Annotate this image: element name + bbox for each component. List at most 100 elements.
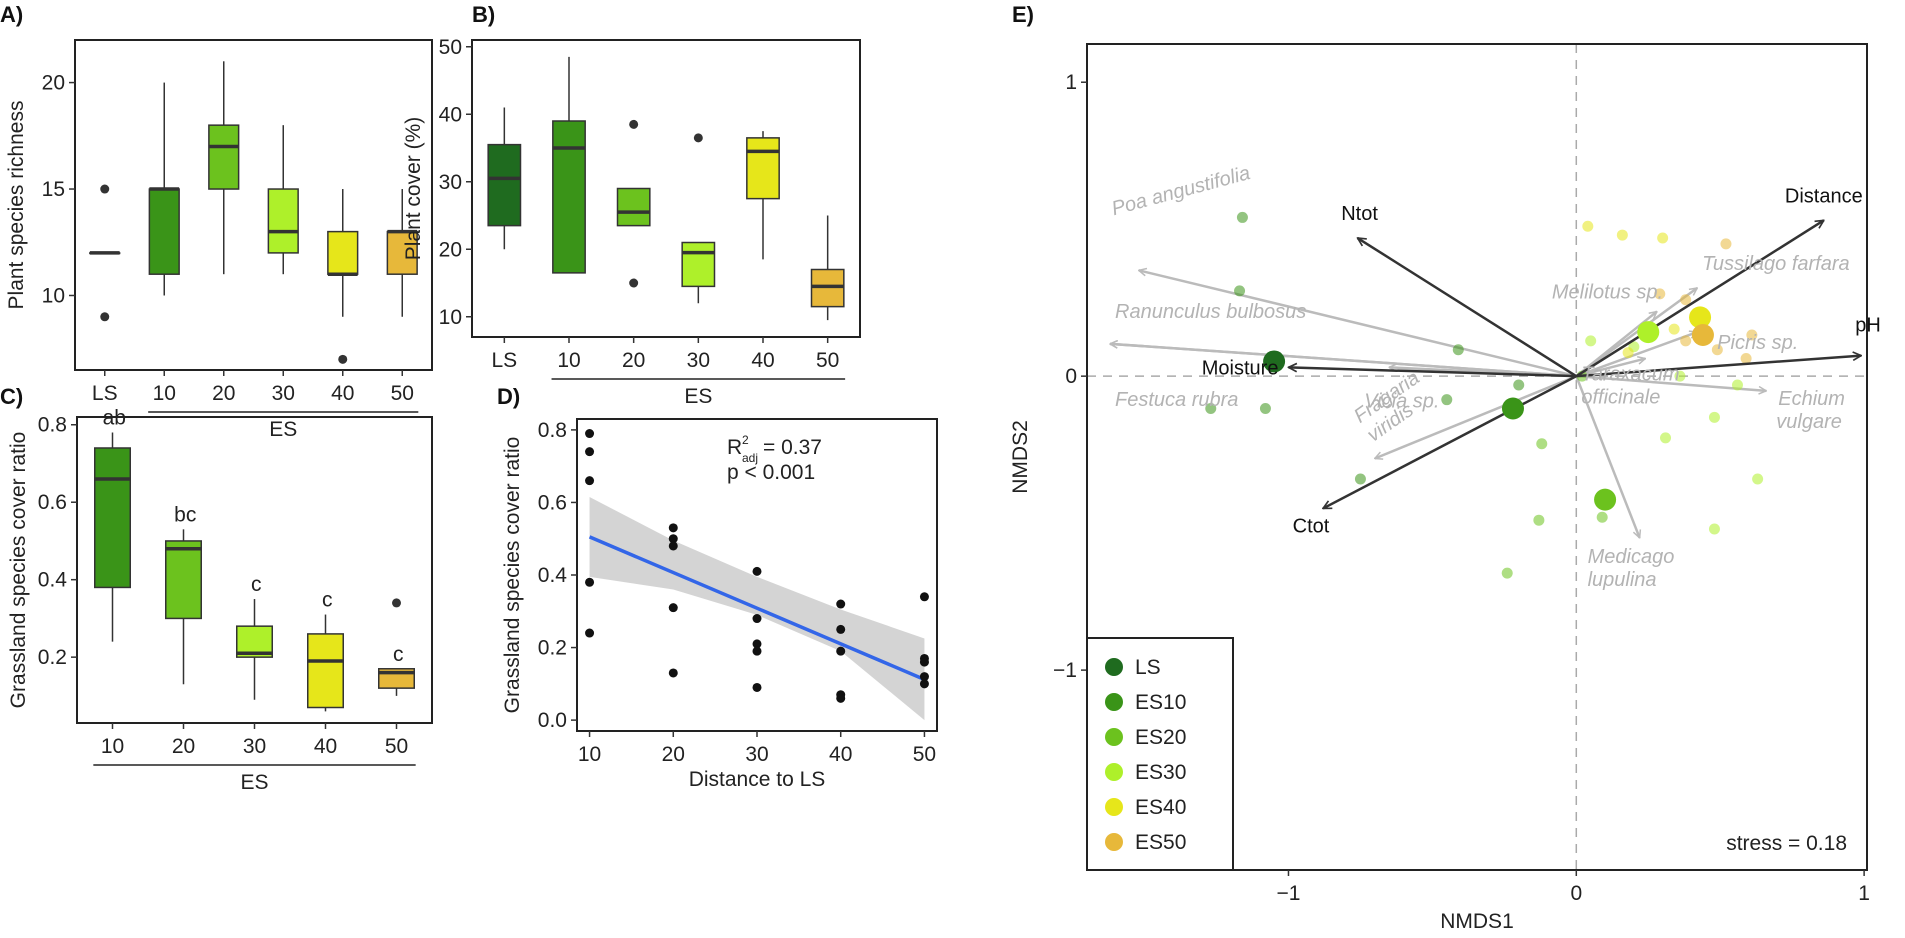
species-vector (1575, 332, 1697, 378)
site-point (1622, 347, 1634, 359)
panel-label: C) (0, 384, 23, 409)
outlier-point (629, 119, 639, 129)
box-50 (386, 230, 418, 275)
data-point (752, 639, 762, 649)
x-tick-label: 50 (385, 735, 408, 758)
data-point (585, 476, 595, 486)
species-label: Taraxacum officinale (1581, 364, 1679, 409)
x-tick-label: 40 (829, 743, 852, 766)
data-point (668, 523, 678, 533)
data-point (752, 646, 762, 656)
x-tick-label: 30 (272, 382, 295, 405)
x-tick-label: 30 (745, 743, 768, 766)
site-point (1616, 229, 1628, 241)
species-vector (1110, 344, 1577, 378)
outlier-point (100, 312, 110, 322)
site-point (1582, 220, 1594, 232)
env-vector-label: Moisture (1202, 357, 1279, 379)
legend-swatch-ES40 (1105, 798, 1123, 816)
centroid-ES20 (1594, 488, 1617, 511)
env-vector (1288, 367, 1577, 378)
x-tick-label: 20 (212, 382, 235, 405)
panel-d: D) 0.0 0.2 0.4 0.6 0.8 10 20 30 40 50 Distance to L… (497, 384, 938, 791)
box-20 (616, 187, 651, 227)
x-tick-label: 20 (662, 743, 685, 766)
panel-b: B) 10 20 30 40 50 Plant cover (%) LS 10 20 30 40 50 E… (402, 2, 861, 408)
x-tick-label: LS (92, 382, 118, 405)
y-tick-label: 20 (439, 238, 462, 261)
x-tick-label: 40 (751, 349, 774, 372)
y-tick-label: 0.4 (38, 569, 68, 592)
stats-r2-prefix: R (727, 436, 742, 459)
legend-swatch-ES50 (1105, 833, 1123, 851)
data-point (668, 603, 678, 613)
y-tick-label: 0.2 (538, 637, 567, 660)
site-point (1731, 379, 1743, 391)
species-vector (1575, 375, 1639, 538)
x-tick-label: 50 (391, 382, 414, 405)
data-point (836, 693, 846, 703)
data-point (919, 672, 929, 682)
centroid-ES10 (1501, 397, 1524, 420)
site-point (1501, 567, 1513, 579)
data-point (919, 657, 929, 667)
x-tick-label: 20 (172, 735, 195, 758)
site-point (1236, 211, 1248, 223)
env-vector (1576, 356, 1861, 378)
outlier-point (629, 278, 639, 288)
legend-box (1086, 637, 1234, 871)
data-point (919, 679, 929, 689)
x-tick-label: 50 (816, 349, 839, 372)
box-40 (327, 230, 359, 275)
legend-label: ES30 (1135, 761, 1186, 784)
species-label: Tussilago farfara (1702, 253, 1849, 275)
env-vector-label: Distance (1785, 185, 1863, 207)
species-label-line: Echium (1778, 388, 1845, 410)
group-label: ES (684, 385, 712, 408)
legend-swatch-ES10 (1105, 693, 1123, 711)
y-axis-label: Grassland species cover ratio (501, 437, 524, 714)
data-point (668, 668, 678, 678)
x-axis-label: NMDS1 (1440, 910, 1514, 933)
data-point (668, 541, 678, 551)
env-vector (1575, 219, 1824, 378)
legend-label: ES40 (1135, 796, 1186, 819)
data-point (585, 447, 595, 457)
species-label-line: Medicago (1588, 546, 1675, 568)
y-axis-label: Plant species richness (5, 101, 28, 310)
data-point (752, 566, 762, 576)
y-axis-label: Plant cover (%) (402, 117, 425, 261)
box-40 (746, 137, 780, 200)
species-label: Picris sp. (1717, 332, 1798, 354)
species-vector (1139, 270, 1577, 378)
site-point (1708, 523, 1720, 535)
legend-label: ES20 (1135, 726, 1186, 749)
site-point (1654, 288, 1666, 300)
panel-a: A) 10 15 20 Plant species richness LS 10 20 30 40… (0, 2, 433, 441)
env-vector (1323, 375, 1577, 510)
site-point (1585, 335, 1597, 347)
panel-label: A) (0, 2, 23, 27)
panel-label: B) (472, 2, 495, 27)
data-point (836, 599, 846, 609)
stats-r2-superscript: 2 (742, 433, 749, 447)
y-axis-label: NMDS2 (1009, 420, 1032, 494)
panel-label: D) (497, 384, 520, 409)
x-tick-label: 10 (578, 743, 601, 766)
legend-swatch-LS (1105, 658, 1123, 676)
env-vector-label: pH (1855, 315, 1881, 337)
y-tick-label: 15 (42, 178, 65, 201)
species-label: Melilotus sp. (1552, 281, 1663, 303)
outlier-point (392, 598, 401, 608)
x-tick-label: 40 (314, 735, 337, 758)
site-point (1354, 473, 1366, 485)
legend-swatch-ES30 (1105, 763, 1123, 781)
y-tick-label: 0.8 (538, 419, 567, 442)
x-tick-label: 10 (153, 382, 176, 405)
x-tick-label: LS (491, 349, 517, 372)
site-point (1441, 394, 1453, 406)
box-30 (267, 188, 299, 254)
species-label: Festuca rubra (1115, 389, 1238, 411)
y-tick-label: 0 (1065, 365, 1077, 388)
